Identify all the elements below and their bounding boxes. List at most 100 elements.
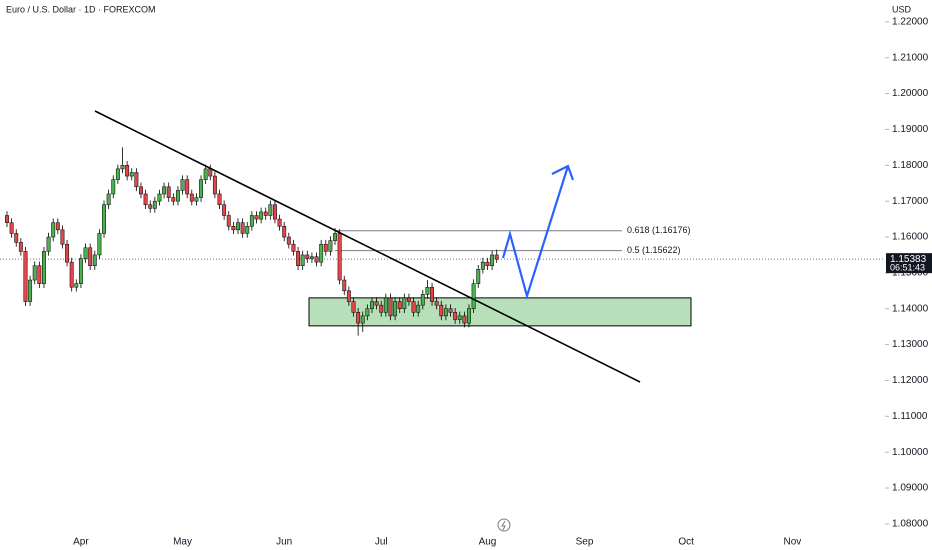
replay-icon[interactable] [497, 518, 511, 532]
candle-body [231, 226, 236, 231]
candle-body [259, 211, 264, 220]
candle-body [309, 256, 314, 259]
candle-body [273, 204, 277, 220]
candle-body [199, 179, 203, 198]
candle-body [282, 226, 287, 238]
x-tick-label: Aug [479, 537, 497, 548]
candle-body [120, 165, 125, 170]
candle-body [42, 251, 46, 284]
candle-body [467, 308, 471, 324]
candle-body [9, 222, 14, 234]
candle-body [217, 193, 222, 205]
candle-body [115, 168, 120, 180]
candle-body [28, 279, 33, 302]
candle-body [337, 233, 342, 281]
candle-body [134, 172, 139, 188]
candle-body [148, 204, 153, 209]
last-price-label: 1.15383 [890, 254, 927, 265]
y-tick-label: 1.10000 [892, 447, 929, 458]
candle-body [268, 204, 273, 216]
candle-body [434, 301, 439, 306]
candle-body [254, 215, 259, 220]
candle-body [157, 193, 162, 202]
candle-body [208, 168, 213, 177]
y-tick-label: 1.21000 [892, 52, 929, 63]
chart-title: Euro / U.S. Dollar · 1D · FOREXCOM [6, 4, 156, 14]
y-tick-label: 1.08000 [892, 519, 929, 530]
candle-body [143, 193, 148, 205]
y-tick-label: 1.11000 [892, 411, 928, 422]
x-tick-label: Jul [375, 537, 388, 548]
y-tick-label: 1.09000 [892, 483, 929, 494]
candle-body [23, 251, 28, 302]
candle-body [236, 222, 240, 231]
candle-body [476, 269, 481, 284]
candle-body [291, 243, 296, 252]
candle-body [152, 200, 157, 209]
y-tick-label: 1.18000 [892, 160, 929, 171]
candle-body [286, 236, 291, 245]
candle-body [416, 304, 421, 313]
x-tick-label: Sep [576, 537, 594, 548]
y-tick-label: 1.16000 [892, 232, 929, 243]
candle-body [97, 233, 102, 256]
y-tick-label: 1.20000 [892, 88, 929, 99]
candle-body [406, 297, 411, 302]
candle-body [171, 197, 176, 202]
fib-label: 0.5 (1.15622) [627, 245, 681, 255]
candle-body [212, 175, 217, 195]
x-tick-label: Nov [784, 537, 802, 548]
candle-body [448, 308, 453, 313]
candle-body [194, 197, 199, 202]
candle-body [92, 254, 97, 266]
candle-body [69, 261, 74, 288]
candle-body [32, 265, 37, 281]
candle-body [111, 179, 116, 195]
candle-body [65, 243, 70, 263]
candle-body [37, 265, 42, 284]
y-tick-label: 1.14000 [892, 303, 929, 314]
candle-body [471, 283, 476, 309]
candle-body [346, 290, 351, 302]
candle-body [402, 297, 407, 309]
projection-path [501, 165, 570, 300]
candle-body [462, 315, 467, 324]
fib-label: 0.618 (1.16176) [627, 225, 691, 235]
trend-line [94, 110, 641, 383]
y-tick-label: 1.13000 [892, 339, 929, 350]
candle-body [102, 204, 106, 234]
candle-body [180, 179, 185, 191]
candle-body [494, 254, 499, 260]
candle-body [106, 193, 111, 205]
candle-body [360, 315, 365, 324]
candle-body [162, 186, 167, 195]
candle-body [319, 243, 324, 263]
candle-body [88, 247, 93, 266]
candle-body [78, 258, 83, 284]
candle-body [314, 256, 319, 263]
candle-body [443, 308, 448, 317]
candle-body [379, 304, 384, 313]
candle-body [18, 242, 23, 252]
candle-body [342, 279, 347, 292]
candle-body [388, 297, 393, 317]
y-tick-label: 1.12000 [892, 375, 929, 386]
candle-body [305, 254, 310, 259]
candle-body [46, 236, 51, 252]
candle-body [323, 243, 328, 252]
candle-body [5, 215, 9, 223]
candle-body [490, 254, 495, 266]
candle-body [485, 261, 490, 266]
candle-body [189, 193, 194, 202]
candle-body [249, 215, 254, 227]
candle-body [370, 301, 374, 309]
candle-body [333, 233, 337, 241]
candle-body [74, 283, 79, 288]
x-tick-label: Jun [276, 537, 292, 548]
candle-body [411, 301, 416, 313]
candle-body [125, 165, 130, 177]
candle-body [83, 247, 88, 259]
candle-body [240, 222, 245, 234]
